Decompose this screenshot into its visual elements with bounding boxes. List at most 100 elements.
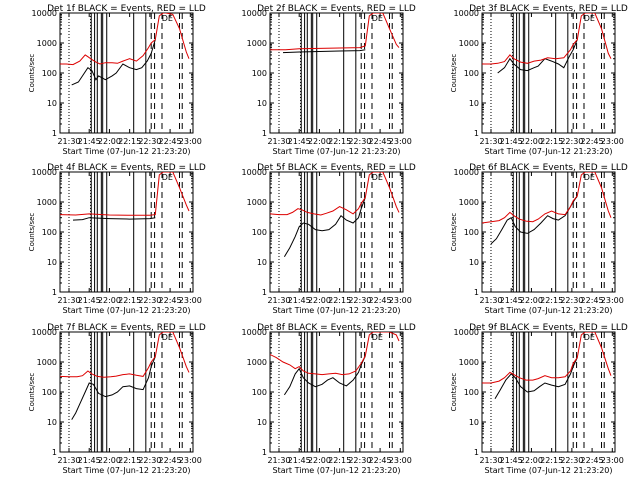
x-tick-label: 21:45 (288, 137, 311, 146)
x-tick-label: 23:00 (179, 296, 202, 305)
series-line-events (283, 355, 366, 396)
annotation-label: DE (584, 14, 595, 23)
y-axis-label: Counts/sec (450, 213, 458, 252)
x-axis-label: Start Time (07-Jun-12 21:23:20) (63, 147, 191, 156)
x-tick-label: 22:00 (520, 456, 543, 465)
y-axis-label: Counts/sec (450, 373, 458, 412)
y-axis-label: Counts/sec (450, 54, 458, 93)
x-tick-label: 21:45 (78, 456, 101, 465)
y-tick-label: 100 (42, 69, 57, 78)
annotation-label: DE (162, 173, 173, 182)
x-tick-label: 23:00 (601, 296, 624, 305)
y-tick-label: 10000 (32, 9, 57, 18)
y-tick-label: 10000 (242, 328, 267, 337)
annotation-label: DE (162, 333, 173, 342)
chart-title: Det 8f BLACK = Events, RED = LLD (257, 323, 416, 333)
x-tick-label: 22:15 (328, 296, 351, 305)
x-tick-label: 23:00 (389, 296, 412, 305)
x-tick-label: 22:45 (369, 296, 392, 305)
series-line-lld (270, 332, 400, 376)
x-tick-label: 22:00 (308, 137, 331, 146)
x-tick-label: 22:15 (540, 137, 563, 146)
chart-panel: Det 3f BLACK = Events, RED = LLD 1 10 100 10… (450, 4, 628, 156)
y-tick-label: 10 (257, 99, 267, 108)
series-line-events (494, 357, 578, 399)
y-tick-label: 10 (257, 418, 267, 427)
y-tick-label: 10 (469, 258, 479, 267)
x-tick-label: 22:15 (328, 456, 351, 465)
x-tick-label: 23:00 (601, 456, 624, 465)
y-tick-label: 1 (262, 448, 267, 457)
plot-frame (269, 12, 404, 134)
chart-panel: Det 2f BLACK = Events, RED = LLD 1 10 100 10… (242, 4, 416, 156)
x-tick-label: 22:45 (581, 137, 604, 146)
x-tick-label: 22:00 (308, 456, 331, 465)
y-tick-label: 10000 (242, 168, 267, 177)
x-axis-label: Start Time (07-Jun-12 21:23:20) (485, 147, 613, 156)
x-tick-label: 22:00 (98, 137, 121, 146)
x-tick-label: 21:30 (479, 296, 502, 305)
x-tick-label: 22:00 (520, 296, 543, 305)
x-tick-label: 22:30 (138, 456, 161, 465)
y-tick-label: 10 (47, 99, 57, 108)
chart-panel: Det 8f BLACK = Events, RED = LLD 1 10 100 10… (242, 323, 416, 475)
chart-panel: Det 9f BLACK = Events, RED = LLD 1 10 100 10… (450, 323, 628, 475)
series-line-events (282, 49, 366, 54)
series-line-events (490, 195, 578, 245)
x-tick-label: 22:15 (540, 456, 563, 465)
x-tick-label: 22:15 (118, 137, 141, 146)
x-tick-label: 23:00 (601, 137, 624, 146)
annotation-label: DE (584, 333, 595, 342)
x-tick-label: 22:30 (560, 296, 583, 305)
x-tick-label: 22:30 (138, 296, 161, 305)
y-tick-label: 100 (42, 388, 57, 397)
series-line-lld (482, 13, 612, 65)
x-tick-label: 21:30 (57, 456, 80, 465)
series-line-events (71, 39, 156, 86)
x-tick-label: 21:45 (500, 296, 523, 305)
y-tick-label: 100 (464, 228, 479, 237)
chart-title: Det 9f BLACK = Events, RED = LLD (469, 323, 628, 333)
x-tick-label: 22:30 (560, 456, 583, 465)
x-axis-label: Start Time (07-Jun-12 21:23:20) (63, 466, 191, 475)
x-tick-label: 21:30 (267, 456, 290, 465)
x-tick-label: 21:45 (288, 456, 311, 465)
annotation-label: DE (162, 14, 173, 23)
x-tick-label: 22:45 (159, 137, 182, 146)
y-tick-label: 100 (464, 69, 479, 78)
x-tick-label: 22:00 (308, 296, 331, 305)
plot-frame (269, 171, 404, 293)
x-tick-label: 22:45 (581, 456, 604, 465)
y-tick-label: 10 (469, 99, 479, 108)
x-tick-label: 22:15 (328, 137, 351, 146)
chart-title: Det 2f BLACK = Events, RED = LLD (257, 4, 416, 14)
y-tick-label: 10000 (454, 328, 479, 337)
y-tick-label: 1 (52, 288, 57, 297)
series-line-lld (270, 13, 400, 51)
y-tick-label: 10000 (454, 9, 479, 18)
y-tick-label: 1000 (459, 198, 479, 207)
x-tick-label: 21:45 (500, 137, 523, 146)
y-tick-label: 10 (469, 418, 479, 427)
y-tick-label: 1 (52, 129, 57, 138)
series-line-lld (270, 172, 400, 216)
x-tick-label: 21:30 (479, 456, 502, 465)
plot-frame (481, 12, 616, 134)
x-tick-label: 21:30 (267, 137, 290, 146)
x-axis-label: Start Time (07-Jun-12 21:23:20) (485, 466, 613, 475)
x-tick-label: 23:00 (179, 137, 202, 146)
chart-title: Det 4f BLACK = Events, RED = LLD (47, 163, 206, 173)
y-tick-label: 1 (474, 288, 479, 297)
x-tick-label: 23:00 (389, 137, 412, 146)
y-axis-label: Counts/sec (28, 54, 36, 93)
y-tick-label: 10 (47, 418, 57, 427)
chart-title: Det 3f BLACK = Events, RED = LLD (469, 4, 628, 14)
x-tick-label: 22:15 (118, 296, 141, 305)
y-axis-label: Counts/sec (28, 373, 36, 412)
y-tick-label: 100 (252, 388, 267, 397)
y-tick-label: 1000 (37, 198, 57, 207)
y-tick-label: 100 (252, 228, 267, 237)
y-tick-label: 1000 (37, 358, 57, 367)
x-tick-label: 22:15 (540, 296, 563, 305)
x-tick-label: 21:45 (78, 296, 101, 305)
